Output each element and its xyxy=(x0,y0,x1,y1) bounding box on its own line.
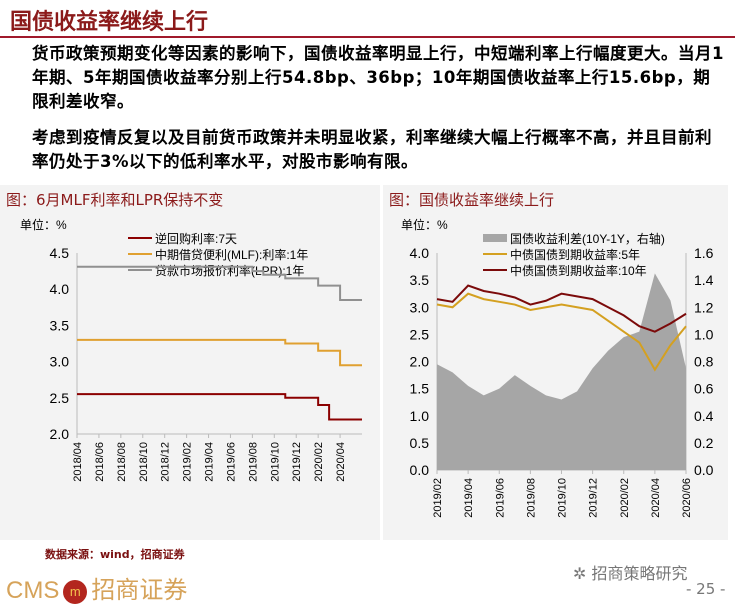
chart-right: 单位：% 4.0 3.5 3.0 2.5 2.0 1.5 1.0 0.5 0.0 1.6 1.4 1.2… xyxy=(401,217,714,518)
data-source: 数据来源：wind，招商证券 xyxy=(45,548,185,561)
series-line xyxy=(436,292,687,372)
y2-tick-label: 0.0 xyxy=(694,462,714,478)
x-tick-label: 2018/04 xyxy=(72,442,84,482)
x-tick-label: 2019/12 xyxy=(588,478,600,518)
y-tick-label: 0.5 xyxy=(410,435,430,451)
x-tick-label: 2020/06 xyxy=(681,478,693,518)
x-tick-label: 2018/12 xyxy=(160,442,172,482)
y2-tick-label: 1.6 xyxy=(694,245,714,261)
y2-tick-label: 1.4 xyxy=(694,272,714,288)
x-tick-label: 2019/02 xyxy=(182,442,194,482)
y-tick-label: 2.5 xyxy=(50,390,70,406)
y-tick-label: 3.0 xyxy=(50,354,70,370)
wechat-account: ✲ 招商策略研究 xyxy=(573,564,688,583)
cms-logo: CMS m 招商证券 xyxy=(6,577,188,604)
x-tick-label: 2020/04 xyxy=(650,478,662,518)
legend-label: 国债收益利差(10Y-1Y，右轴) xyxy=(510,231,665,246)
x-tick-label: 2019/06 xyxy=(225,442,237,482)
y-tick-label: 1.0 xyxy=(410,408,430,424)
y-tick-label: 4.0 xyxy=(410,245,430,261)
legend-label: 中债国债到期收益率:5年 xyxy=(510,247,640,262)
y-tick-label: 2.5 xyxy=(410,326,430,342)
unit-label: 单位：% xyxy=(401,217,448,232)
chart-title: 图：6月MLF利率和LPR保持不变 xyxy=(6,191,224,209)
x-tick-label: 2020/02 xyxy=(313,442,325,482)
y2-tick-label: 1.0 xyxy=(694,326,714,342)
x-tick-label: 2018/08 xyxy=(116,442,128,482)
wechat-label: 招商策略研究 xyxy=(591,564,688,583)
series-line xyxy=(77,338,362,367)
x-tick-label: 2019/04 xyxy=(204,442,216,482)
y-tick-label: 3.0 xyxy=(410,299,430,315)
chart-panel-left: 图：6月MLF利率和LPR保持不变 单位：% 4.5 4.0 3.5 3.0 2.5 2.0… xyxy=(0,185,380,540)
x-tick-label: 2018/10 xyxy=(138,442,150,482)
legend-label: 中期借贷便利(MLF):利率:1年 xyxy=(155,247,308,262)
page-number: - 25 - xyxy=(686,580,726,598)
legend-label: 贷款市场报价利率(LPR):1年 xyxy=(155,263,304,278)
x-tick-label: 2019/12 xyxy=(291,442,303,482)
y-tick-label: 0.0 xyxy=(410,462,430,478)
y-tick-label: 3.5 xyxy=(50,317,70,333)
x-tick-label: 2020/02 xyxy=(619,478,631,518)
y2-tick-label: 1.2 xyxy=(694,299,714,315)
x-tick-label: 2020/04 xyxy=(335,442,347,482)
chart-panel-right: 图：国债收益率继续上行 单位：% 4.0 3.5 3.0 2.5 2.0 1.5 1.0 0.5… xyxy=(383,185,728,540)
paragraph-1: 货币政策预期变化等因素的影响下，国债收益率明显上行，中短端利率上行幅度更大。当月… xyxy=(32,44,724,111)
x-tick-label: 2019/10 xyxy=(557,478,569,518)
series-area xyxy=(437,273,686,470)
y-tick-label: 2.0 xyxy=(410,354,430,370)
chart-title: 图：国债收益率继续上行 xyxy=(389,191,555,209)
x-tick-label: 2018/06 xyxy=(94,442,106,482)
series-line xyxy=(77,393,362,421)
title-divider xyxy=(0,36,735,38)
y-tick-label: 1.5 xyxy=(410,381,430,397)
y-tick-label: 3.5 xyxy=(410,272,430,288)
y-tick-label: 2.0 xyxy=(50,426,70,442)
x-tick-label: 2019/02 xyxy=(432,478,444,518)
legend-label: 中债国债到期收益率:10年 xyxy=(510,263,647,278)
legend-label: 逆回购利率:7天 xyxy=(155,231,237,246)
y2-tick-label: 0.8 xyxy=(694,354,714,370)
x-tick-label: 2019/04 xyxy=(463,478,475,518)
y-tick-label: 4.5 xyxy=(50,245,70,261)
x-tick-label: 2019/08 xyxy=(247,442,259,482)
y2-tick-label: 0.6 xyxy=(694,381,714,397)
legend-swatch xyxy=(483,234,507,242)
series-line xyxy=(77,265,362,302)
x-tick-label: 2019/10 xyxy=(269,442,281,482)
y-tick-label: 4.0 xyxy=(50,281,70,297)
y2-tick-label: 0.2 xyxy=(694,435,714,451)
paragraph-2: 考虑到疫情反复以及目前货币政策并未明显收紧，利率继续大幅上行概率不高，并且目前利… xyxy=(32,128,712,171)
y2-tick-label: 0.4 xyxy=(694,408,714,424)
unit-label: 单位：% xyxy=(20,217,67,232)
x-tick-label: 2019/08 xyxy=(525,478,537,518)
series-line xyxy=(436,284,687,333)
page-title: 国债收益率继续上行 xyxy=(10,10,209,35)
x-tick-label: 2019/06 xyxy=(494,478,506,518)
